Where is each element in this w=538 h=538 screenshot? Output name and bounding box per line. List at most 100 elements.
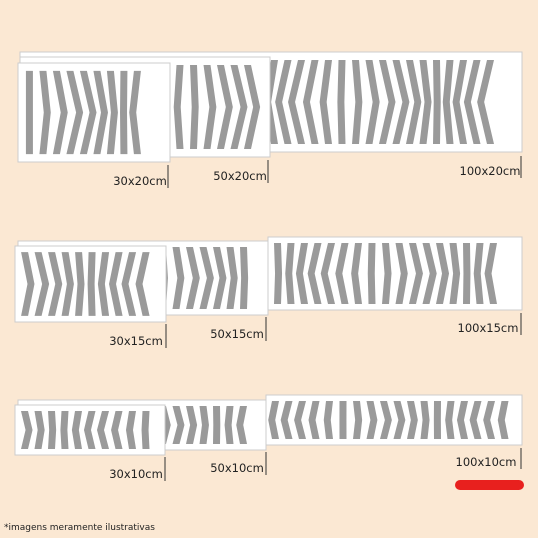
size-label: 30x20cm xyxy=(113,174,167,188)
stencil-stripe xyxy=(236,406,247,444)
stencil-stripe xyxy=(125,411,136,449)
stencil-stripe xyxy=(79,70,97,155)
stencil-stripe xyxy=(456,401,468,439)
size-label: 50x10cm xyxy=(210,461,264,475)
stencil-stripe xyxy=(380,401,392,439)
stencil-stripe xyxy=(34,252,50,316)
stencil-stripe xyxy=(109,252,123,316)
stencil-stripe xyxy=(353,401,363,439)
stencil-stripe xyxy=(295,243,308,304)
stencil-stripe xyxy=(173,65,184,149)
stencil-stripe xyxy=(288,60,305,144)
stencil-stripe xyxy=(93,70,108,155)
stencil-stripe xyxy=(199,406,209,444)
stencil-stripe xyxy=(135,252,150,316)
stencil-stripe xyxy=(141,411,150,449)
size-label: 100x10cm xyxy=(456,455,517,469)
stencil xyxy=(265,394,523,446)
stencil xyxy=(17,62,171,163)
stencil-stripe xyxy=(199,247,214,309)
stencil-stripe xyxy=(365,60,380,144)
stencil-stripe xyxy=(21,252,35,316)
stencil-stripe xyxy=(48,252,63,316)
stencil-stripe xyxy=(285,243,295,304)
stencil-stripe xyxy=(294,401,306,439)
stencil-stripe xyxy=(484,243,497,304)
stencil-stripe xyxy=(34,411,45,449)
stencil-stripe xyxy=(48,411,57,449)
stencil-stripe xyxy=(406,60,422,144)
stencil-stripe xyxy=(420,401,430,439)
stencil-stripe xyxy=(449,243,461,304)
stencil-stripe xyxy=(463,243,471,304)
stencil-stripe xyxy=(477,60,494,144)
stencil-stripe xyxy=(469,401,482,439)
stencil-stripe xyxy=(60,411,69,449)
size-label: 30x15cm xyxy=(109,334,163,348)
stencil-stripe xyxy=(352,60,363,144)
stencil-stripe xyxy=(230,65,248,149)
stencil-stripe xyxy=(39,70,51,155)
stencil-stripe xyxy=(71,411,82,449)
stencil-stripe xyxy=(463,60,481,144)
size-label: 50x20cm xyxy=(213,169,267,183)
size-label: 50x15cm xyxy=(210,327,264,341)
stencil xyxy=(267,236,523,311)
stencil-stripe xyxy=(392,60,410,144)
stencil-stripe xyxy=(66,70,84,155)
stencil xyxy=(14,404,166,456)
stencil-stripe xyxy=(275,60,292,144)
stencil-stripe xyxy=(186,247,200,309)
stencil-stripe xyxy=(483,401,495,439)
stencil-stripe xyxy=(97,411,109,449)
stencil-stripe xyxy=(323,401,333,439)
stencil-stripe xyxy=(473,243,484,304)
stencil-stripe xyxy=(445,401,455,439)
size-label: 30x10cm xyxy=(109,467,163,481)
stencil-stripe xyxy=(452,60,467,144)
size-label: 100x20cm xyxy=(460,164,521,178)
stencil-stripe xyxy=(129,70,141,155)
stencil-stripe xyxy=(308,401,320,439)
stencil-stripe xyxy=(433,401,441,439)
stencil-stripe xyxy=(442,60,454,144)
stencil-stripe xyxy=(367,243,376,304)
stencil-stripe xyxy=(339,401,347,439)
stencil-stripe xyxy=(21,411,33,449)
stencil-stripe xyxy=(240,247,249,309)
stencil-stripe xyxy=(280,401,293,439)
stencil xyxy=(14,245,167,323)
stencil-stripe xyxy=(393,401,406,439)
stencil-stripe xyxy=(422,243,437,304)
stencil-stripe xyxy=(224,406,234,444)
stencil-stripe xyxy=(190,65,199,149)
stencil-stripe xyxy=(319,60,332,144)
stencil-stripe xyxy=(302,60,319,144)
stencil-stripe xyxy=(497,401,509,439)
stencil-stripe xyxy=(366,401,378,439)
stencil-stripe xyxy=(395,243,408,304)
stencil-stripe xyxy=(186,406,198,444)
stencil-stripe xyxy=(75,252,85,316)
stencil-stripe xyxy=(436,243,450,304)
stencil-stripe xyxy=(83,411,96,449)
stencil-stripe xyxy=(52,70,68,155)
stencil-stripe xyxy=(106,70,118,155)
stencil-stripe xyxy=(307,243,322,304)
stencil-stripe xyxy=(226,247,238,309)
stencil-stripe xyxy=(203,65,217,149)
stencil-stripe xyxy=(217,65,233,149)
stencil-stripe xyxy=(320,243,335,304)
stencil-stripe xyxy=(25,70,33,155)
stencil-stripe xyxy=(97,252,110,316)
stencil-stripe xyxy=(244,65,261,149)
stencil-stripe xyxy=(87,252,96,316)
stencil-stripe xyxy=(419,60,432,144)
highlight-bar xyxy=(455,480,524,490)
stencil-stripe xyxy=(274,243,283,304)
stencil-stripe xyxy=(379,60,396,144)
stencil-stripe xyxy=(409,243,423,304)
stencil-stripe xyxy=(172,247,185,309)
stencil-stripe xyxy=(268,401,279,439)
